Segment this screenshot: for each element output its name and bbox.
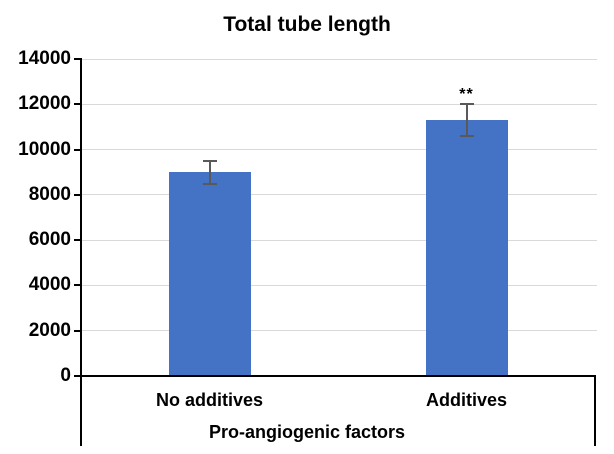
y-tick-mark [74,375,81,377]
y-tick-mark [74,329,81,332]
y-tick-label: 0 [60,365,71,386]
y-tick-mark [74,103,81,106]
y-tick-label: 8000 [28,183,71,205]
x-axis-title: Pro-angiogenic factors [208,422,406,442]
y-tick-mark [74,148,81,151]
y-gridline [81,58,597,60]
bar-additives [425,120,508,376]
y-gridline [81,330,597,332]
error-bar-cap-bottom [459,134,474,137]
y-gridline [81,239,597,241]
error-bar-cap-bottom [202,182,217,185]
y-tick-label: 6000 [28,229,71,251]
y-tick-mark [74,193,81,196]
error-bar-line [465,104,468,136]
error-bar-cap-top [202,159,217,162]
y-tick-label: 2000 [28,319,71,341]
x-axis-right-boundary-tick [594,375,596,446]
y-gridline [81,149,597,151]
y-tick-mark [74,284,81,287]
y-gridline [81,103,597,105]
y-tick-label: 4000 [28,274,71,296]
y-gridline [81,194,597,196]
chart-title: Total tube length [223,13,391,36]
significance-marker: ** [459,86,474,104]
x-axis-line [80,375,596,377]
error-bar-cap-top [459,103,474,106]
y-tick-label: 10000 [18,138,71,160]
bar-no-additives [168,172,251,376]
y-axis-line [80,58,82,446]
x-category-label-additives: Additives [425,390,508,410]
y-gridline [81,284,597,286]
error-bar-line [208,160,211,184]
y-tick-label: 12000 [18,93,71,115]
y-tick-label: 14000 [18,48,71,69]
y-tick-mark [74,58,81,60]
y-tick-mark [74,239,81,242]
x-category-label-no-additives: No additives [155,390,264,410]
